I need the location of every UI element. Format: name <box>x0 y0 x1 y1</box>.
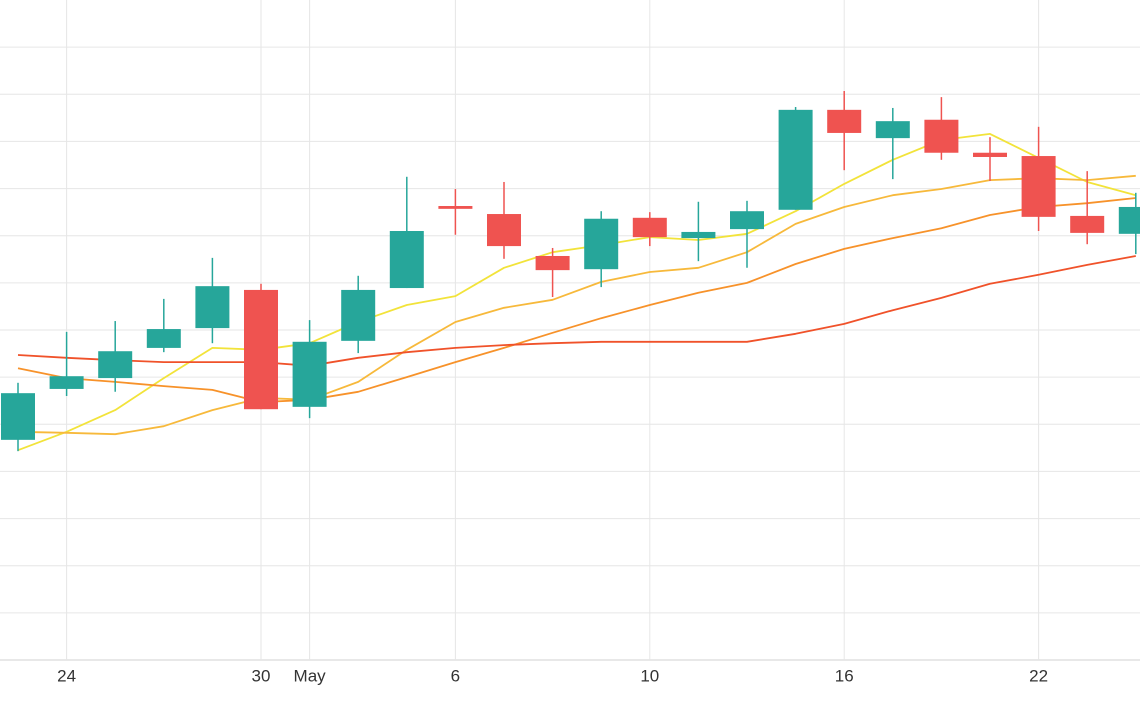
candle-body <box>292 341 327 407</box>
candle-body <box>98 351 133 379</box>
candle-body <box>195 286 230 329</box>
candle-body <box>438 206 473 209</box>
grid <box>0 0 1140 661</box>
candle-body <box>49 376 84 389</box>
candle-body <box>730 211 764 230</box>
candle-body <box>1070 215 1105 233</box>
candles <box>1 90 1140 452</box>
x-tick-label: 30 <box>252 666 271 685</box>
ma-line <box>17 174 1136 436</box>
x-tick-label: 10 <box>640 666 659 685</box>
candle-body <box>1 393 35 440</box>
ma-line <box>17 197 1136 404</box>
candle-body <box>973 152 1007 157</box>
candle-body <box>535 255 570 271</box>
moving-averages <box>17 132 1137 452</box>
candle-body <box>389 231 424 289</box>
candle-body <box>827 109 862 133</box>
candle-body <box>632 217 667 238</box>
x-axis: 24 30 May 6 10 16 22 <box>57 666 1048 685</box>
ma-line <box>17 132 1137 452</box>
candle-body <box>146 329 181 348</box>
candle-body <box>584 218 619 270</box>
x-tick-label: 6 <box>451 666 460 685</box>
x-tick-label: 22 <box>1029 666 1048 685</box>
candle-body <box>244 289 278 410</box>
ma-line <box>17 255 1136 367</box>
candle-body <box>341 289 376 341</box>
x-tick-label: 24 <box>57 666 76 685</box>
candle-body <box>924 119 959 153</box>
candle-body <box>1021 156 1056 217</box>
candle-body <box>875 121 910 139</box>
candle-body <box>487 214 521 247</box>
x-tick-label: 16 <box>835 666 854 685</box>
candle-body <box>778 109 813 210</box>
x-tick-label: May <box>294 666 327 685</box>
candle-body <box>681 231 716 239</box>
candle-body <box>1118 206 1140 234</box>
